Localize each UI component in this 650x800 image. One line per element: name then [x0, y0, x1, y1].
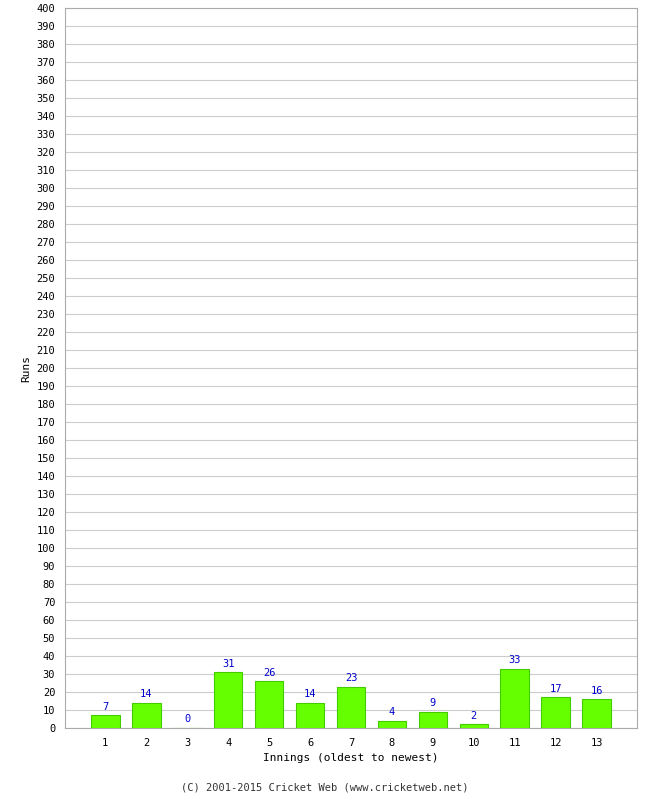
X-axis label: Innings (oldest to newest): Innings (oldest to newest) [263, 754, 439, 763]
Text: 14: 14 [304, 690, 317, 699]
Text: 14: 14 [140, 690, 153, 699]
Text: 31: 31 [222, 658, 235, 669]
Y-axis label: Runs: Runs [21, 354, 31, 382]
Text: 2: 2 [471, 711, 477, 721]
Bar [460, 725, 488, 728]
Bar [255, 682, 283, 728]
Bar [419, 712, 447, 728]
Bar [132, 703, 161, 728]
Bar [582, 699, 611, 728]
Text: 0: 0 [184, 714, 190, 725]
Text: 7: 7 [102, 702, 109, 712]
Text: 4: 4 [389, 707, 395, 718]
Text: 26: 26 [263, 667, 276, 678]
Text: 23: 23 [344, 673, 358, 683]
Text: 9: 9 [430, 698, 436, 708]
Bar [337, 686, 365, 728]
Text: 33: 33 [508, 655, 521, 665]
Bar [378, 721, 406, 728]
Bar [541, 698, 570, 728]
Text: 16: 16 [590, 686, 603, 696]
Text: 17: 17 [549, 684, 562, 694]
Bar [296, 703, 324, 728]
Text: (C) 2001-2015 Cricket Web (www.cricketweb.net): (C) 2001-2015 Cricket Web (www.cricketwe… [181, 782, 469, 792]
Bar [214, 672, 242, 728]
Bar [500, 669, 529, 728]
Bar [91, 715, 120, 728]
